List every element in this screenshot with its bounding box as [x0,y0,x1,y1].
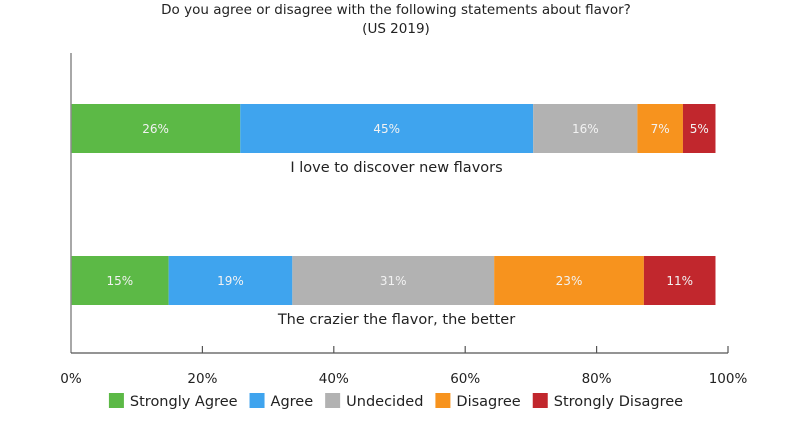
legend-item: Agree [249,393,314,410]
category-label: The crazier the flavor, the better [277,312,515,328]
legend-item: Undecided [325,393,423,410]
x-tick-label: 60% [450,371,480,387]
chart-title: Do you agree or disagree with the follow… [161,2,631,18]
legend-label: Undecided [346,394,423,410]
bar-segment [494,256,644,305]
x-tick-label: 100% [709,371,748,387]
bar-segment [682,104,716,153]
legend-item: Strongly Disagree [532,393,683,410]
x-tick-label: 0% [60,371,82,387]
bar-segment [71,104,241,153]
segment-data-label: 16% [572,122,599,136]
segment-data-label: 45% [373,122,400,136]
bar-segment [168,256,293,305]
segment-data-label: 26% [142,122,169,136]
bar-segment [533,104,638,153]
category-label: I love to discover new flavors [290,160,502,176]
legend-item: Disagree [435,393,521,410]
legend-item: Strongly Agree [108,393,238,410]
bar-segment [637,104,683,153]
legend-label: Agree [271,394,314,410]
x-tick-label: 80% [582,371,612,387]
segment-data-label: 7% [651,122,670,136]
legend-swatch [435,393,451,408]
legend: Strongly Agree Agree Undecided Disagree Stro… [108,393,683,410]
segment-data-label: 11% [666,274,693,288]
bar-segment [292,256,495,305]
chart-subtitle: (US 2019) [362,21,430,37]
segment-data-label: 23% [556,274,583,288]
segment-data-label: 15% [106,274,133,288]
bars-group: 26% 45% 16% 7% 5% 15% 19% 31% 23% 11% [71,104,716,305]
legend-swatch [249,393,265,408]
x-tick-label: 40% [319,371,349,387]
legend-label: Disagree [456,394,520,410]
legend-label: Strongly Agree [130,394,238,410]
segment-data-label: 5% [690,122,709,136]
legend-swatch [108,393,124,408]
x-axis-ticks: 0% 20% 40% 60% 80% 100% [60,346,747,387]
bar-segment [643,256,716,305]
bar-segment [71,256,169,305]
legend-label: Strongly Disagree [554,394,683,410]
segment-data-label: 31% [380,274,407,288]
legend-swatch [532,393,548,408]
category-labels: I love to discover new flavors The crazie… [277,160,515,328]
legend-swatch [325,393,341,408]
segment-data-label: 19% [217,274,244,288]
x-tick-label: 20% [187,371,217,387]
bar-segment [240,104,534,153]
